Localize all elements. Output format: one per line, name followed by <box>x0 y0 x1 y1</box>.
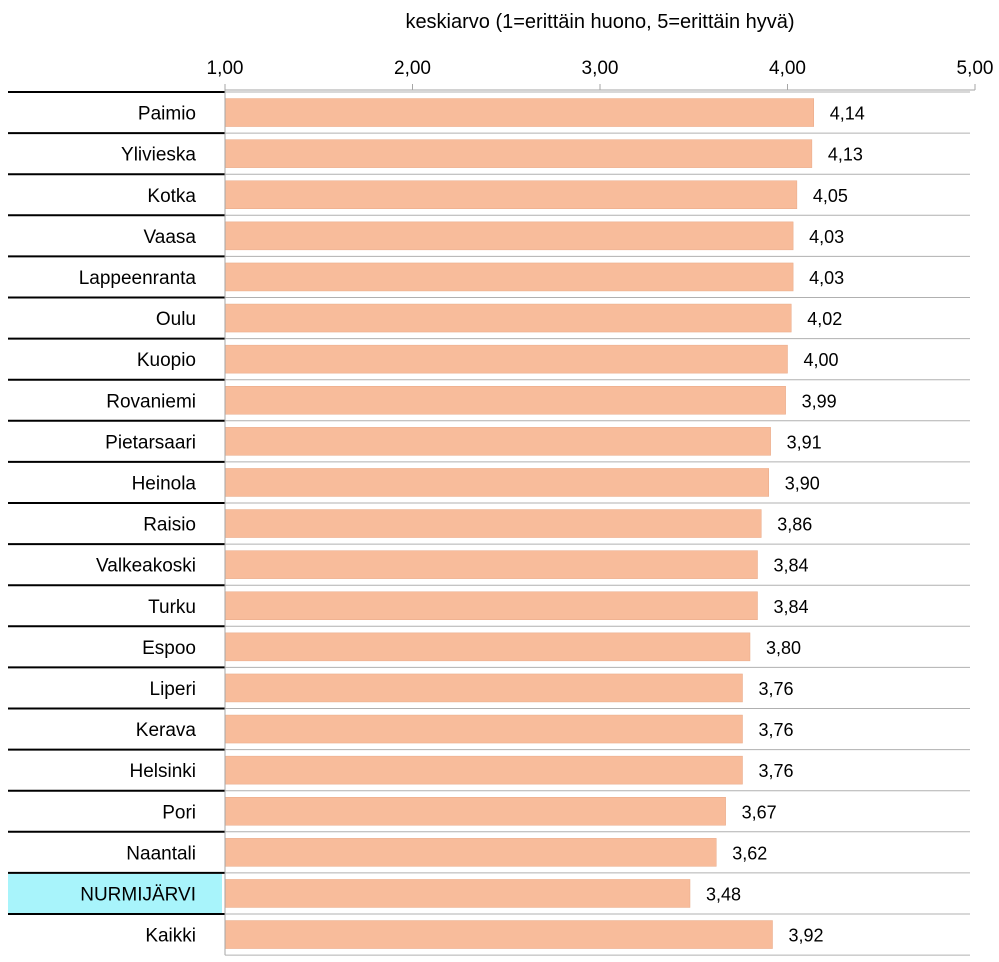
category-label: Pori <box>162 802 196 823</box>
x-tick-label: 5,00 <box>957 58 994 79</box>
x-tick-label: 2,00 <box>394 58 431 79</box>
bar-value-label: 3,67 <box>742 802 777 822</box>
bar <box>224 838 717 867</box>
bar-value-label: 3,62 <box>732 843 767 863</box>
chart-row: Pori 3,67 <box>8 789 970 826</box>
category-label: Kerava <box>136 720 197 741</box>
bar <box>224 386 786 415</box>
bar <box>224 591 758 620</box>
bar-value-label: 3,80 <box>766 638 801 658</box>
bar <box>224 468 769 497</box>
category-label: Naantali <box>126 843 196 864</box>
bar <box>224 509 762 538</box>
bar <box>224 303 792 333</box>
bar-value-label: 3,48 <box>706 884 741 904</box>
chart-row: Kuopio 4,00 <box>8 337 970 374</box>
x-axis: 1,00 2,00 3,00 4,00 5,00 <box>207 58 994 91</box>
bar-value-label: 3,84 <box>774 597 809 617</box>
chart-row: Heinola 3,90 <box>8 460 970 497</box>
chart-row: Lappeenranta 4,03 <box>8 255 970 292</box>
bar <box>224 180 798 209</box>
chart-row: Ylivieska 4,13 <box>8 132 970 168</box>
category-label: Helsinki <box>129 761 196 782</box>
bar-value-label: 4,03 <box>809 227 844 247</box>
category-label: Raisio <box>143 515 196 536</box>
bar-value-label: 4,00 <box>804 350 839 370</box>
category-label: Paimio <box>138 104 196 125</box>
chart-row: Liperi 3,76 <box>8 666 970 703</box>
bar <box>224 98 814 127</box>
category-label: Lappeenranta <box>79 268 197 289</box>
bar-value-label: 3,76 <box>759 761 794 781</box>
bar-value-label: 4,05 <box>813 186 848 206</box>
bar-value-label: 3,90 <box>785 473 820 493</box>
chart-row: Kotka 4,05 <box>8 173 970 209</box>
bar <box>224 262 794 292</box>
category-label: Kuopio <box>137 350 196 371</box>
x-tick-label: 1,00 <box>207 58 244 79</box>
chart-row: Raisio 3,86 <box>8 502 970 538</box>
bar-value-label: 3,84 <box>774 556 809 576</box>
chart-row: Helsinki 3,76 <box>8 748 970 785</box>
category-label: Kaikki <box>145 926 196 947</box>
chart-row: Oulu 4,02 <box>8 296 970 333</box>
chart-row: Turku 3,84 <box>8 584 970 620</box>
chart-row: Rovaniemi 3,99 <box>8 378 970 415</box>
category-label: Liperi <box>150 679 196 700</box>
bar <box>224 632 751 662</box>
bar <box>224 221 794 251</box>
category-label: Turku <box>148 597 196 618</box>
bar <box>224 344 788 374</box>
chart-row: Kaikki 3,92 <box>8 913 970 949</box>
bar-value-label: 4,14 <box>830 104 865 124</box>
category-label: Kotka <box>147 186 196 207</box>
x-tick-label: 4,00 <box>769 58 806 79</box>
category-label: Valkeakoski <box>96 556 196 577</box>
category-label: Ylivieska <box>121 145 196 166</box>
bar-value-label: 3,91 <box>787 432 822 452</box>
bar <box>224 714 743 744</box>
chart-row: Vaasa 4,03 <box>8 214 970 251</box>
chart-row: Valkeakoski 3,84 <box>8 543 970 579</box>
bar-value-label: 3,76 <box>759 679 794 699</box>
x-axis-title: keskiarvo (1=erittäin huono, 5=erittäin … <box>405 11 794 33</box>
bar-value-label: 3,92 <box>789 926 824 946</box>
bar-value-label: 3,86 <box>777 515 812 535</box>
x-tick-label: 3,00 <box>582 58 619 79</box>
category-label: Pietarsaari <box>105 432 196 453</box>
chart-row: Paimio 4,14 <box>8 91 970 127</box>
bar-value-label: 3,76 <box>759 720 794 740</box>
chart-row: Kerava 3,76 <box>8 707 970 744</box>
category-label: NURMIJÄRVI <box>80 884 196 905</box>
chart-row: Pietarsaari 3,91 <box>8 419 970 456</box>
chart-rows: Paimio 4,14 Ylivieska 4,13 Kotka 4,05 Vaasa 4,0… <box>8 90 970 956</box>
bar <box>224 550 758 579</box>
bar-value-label: 3,99 <box>802 391 837 411</box>
bar <box>224 673 743 703</box>
category-label: Vaasa <box>144 227 197 248</box>
category-label: Espoo <box>142 638 196 659</box>
bar <box>224 427 771 456</box>
bar-value-label: 4,02 <box>807 309 842 329</box>
bar <box>224 920 773 949</box>
category-label: Oulu <box>156 309 196 330</box>
category-label: Rovaniemi <box>106 391 196 412</box>
bar-value-label: 4,03 <box>809 268 844 288</box>
highlight-background <box>8 873 222 913</box>
chart-row: Espoo 3,80 <box>8 625 970 662</box>
bar <box>224 879 691 908</box>
category-label: Heinola <box>132 473 197 494</box>
bar-value-label: 4,13 <box>828 145 863 165</box>
bar <box>224 139 813 168</box>
bar <box>224 797 726 826</box>
chart-row: Naantali 3,62 <box>8 830 970 867</box>
bar <box>224 755 743 785</box>
chart-row: NURMIJÄRVI 3,48 <box>8 871 970 913</box>
